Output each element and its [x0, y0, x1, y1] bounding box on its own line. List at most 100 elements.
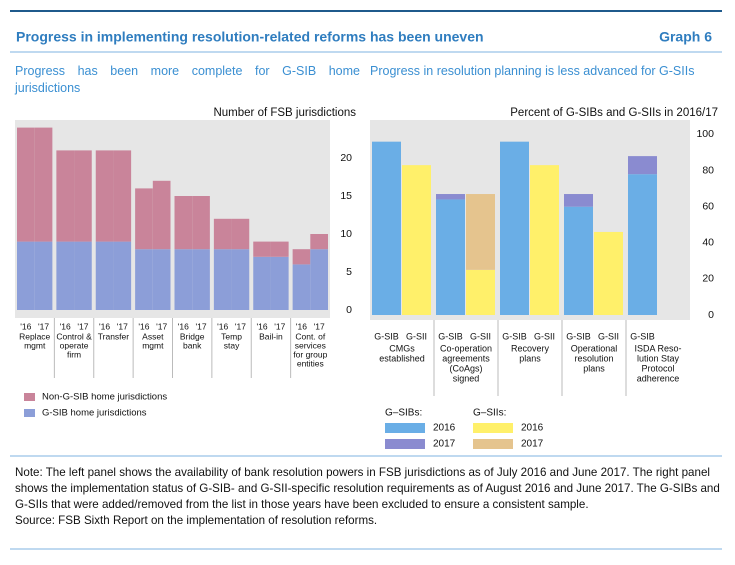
- bar-segment: [253, 256, 271, 310]
- bar-label: G-SII: [470, 331, 491, 341]
- bar-segment: [292, 249, 311, 265]
- group-label: stay: [224, 340, 240, 350]
- bar-segment: [372, 141, 401, 315]
- bar-segment: [56, 150, 75, 242]
- x-tick-label: '17: [274, 321, 285, 331]
- legend-swatch: [24, 409, 35, 417]
- note-text: Note: The left panel shows the availabil…: [15, 466, 720, 511]
- bar-segment: [213, 218, 232, 250]
- bar-segment: [213, 249, 232, 310]
- category-label: Recovery: [511, 343, 550, 353]
- group-label: Control &: [56, 331, 92, 341]
- x-tick-label: '16: [296, 321, 307, 331]
- y-tick-label: 5: [346, 266, 352, 278]
- legend-label: 2016: [521, 423, 544, 434]
- legend-swatch: [385, 423, 425, 433]
- left-subtitle: Progress has been more complete for G-SI…: [15, 64, 360, 95]
- bar-segment: [113, 150, 132, 242]
- x-tick-label: '16: [257, 321, 268, 331]
- legend-label: 2017: [433, 439, 456, 450]
- bar-segment: [231, 249, 250, 310]
- y-tick-label: 0: [708, 309, 714, 321]
- group-label: Temp: [221, 331, 242, 341]
- category-label: ISDA Reso-: [634, 343, 681, 353]
- category-label: Operational: [571, 343, 618, 353]
- category-label: Protocol: [641, 363, 674, 373]
- group-label: firm: [67, 349, 81, 359]
- group-label: Replace: [19, 331, 50, 341]
- bar-label: G-SIB: [438, 331, 463, 341]
- x-tick-label: '16: [217, 321, 228, 331]
- bar-segment: [113, 241, 132, 310]
- title: Progress in implementing resolution-rela…: [16, 29, 484, 45]
- bar-segment: [192, 249, 210, 310]
- legend-title: G–SIIs:: [473, 408, 506, 419]
- bar-segment: [34, 127, 53, 242]
- bar-segment: [231, 218, 250, 250]
- x-tick-label: '16: [178, 321, 189, 331]
- bar-segment: [500, 141, 529, 315]
- bar-segment: [436, 194, 465, 200]
- bar-segment: [74, 150, 92, 242]
- x-tick-label: '17: [77, 321, 88, 331]
- y-tick-label: 80: [702, 164, 714, 176]
- x-tick-label: '17: [38, 321, 49, 331]
- bar-segment: [95, 150, 114, 242]
- legend-label: Non-G-SIB home jurisdictions: [42, 392, 167, 403]
- group-label: for group: [293, 349, 327, 359]
- category-label: established: [379, 353, 425, 363]
- bar-segment: [310, 249, 328, 310]
- y-tick-label: 60: [702, 200, 714, 212]
- graph-number: Graph 6: [659, 29, 712, 45]
- category-label: agreements: [442, 353, 490, 363]
- category-label: Co-operation: [440, 343, 492, 353]
- bar-segment: [253, 241, 271, 257]
- bar-segment: [530, 165, 559, 315]
- group-label: Asset: [142, 331, 164, 341]
- bar-segment: [152, 180, 171, 250]
- bar-label: G-SIB: [566, 331, 591, 341]
- legend-label: G-SIB home jurisdictions: [42, 408, 147, 419]
- bar-segment: [17, 241, 35, 310]
- x-tick-label: '17: [156, 321, 167, 331]
- category-label: adherence: [637, 373, 680, 383]
- bar-segment: [95, 241, 114, 310]
- bar-segment: [135, 188, 153, 250]
- bar-label: G-SII: [598, 331, 619, 341]
- category-label: plans: [519, 353, 541, 363]
- x-tick-label: '16: [138, 321, 149, 331]
- category-label: signed: [453, 373, 480, 383]
- group-label: mgmt: [24, 340, 46, 350]
- y-tick-label: 10: [340, 228, 352, 240]
- note: Note: The left panel shows the availabil…: [15, 465, 723, 529]
- bar-segment: [192, 196, 210, 250]
- legend-label: 2017: [521, 439, 544, 450]
- group-label: bank: [183, 340, 202, 350]
- category-label: resolution: [574, 353, 613, 363]
- bar-label: G-SIB: [374, 331, 399, 341]
- bar-segment: [152, 249, 171, 310]
- bar-segment: [270, 256, 289, 310]
- bar-segment: [174, 196, 193, 250]
- legend-swatch: [473, 423, 513, 433]
- x-tick-label: '16: [20, 321, 31, 331]
- legend-swatch: [24, 393, 35, 401]
- bar-segment: [564, 194, 593, 207]
- bar-segment: [564, 206, 593, 315]
- bar-segment: [74, 241, 92, 310]
- right-subtitle: Progress in resolution planning is less …: [370, 64, 695, 78]
- bar-segment: [628, 174, 657, 315]
- source-text: Source: FSB Sixth Report on the implemen…: [15, 514, 378, 527]
- bar-label: G-SIB: [502, 331, 527, 341]
- y-tick-label: 20: [340, 152, 352, 164]
- y-tick-label: 20: [702, 273, 714, 285]
- bar-label: G-SII: [406, 331, 427, 341]
- axis-label: Percent of G-SIBs and G-SIIs in 2016/17: [510, 107, 718, 119]
- bar-segment: [628, 156, 657, 175]
- axis-label: Number of FSB jurisdictions: [213, 107, 356, 119]
- y-tick-label: 100: [696, 128, 714, 140]
- y-tick-label: 40: [702, 237, 714, 249]
- bar-segment: [56, 241, 75, 310]
